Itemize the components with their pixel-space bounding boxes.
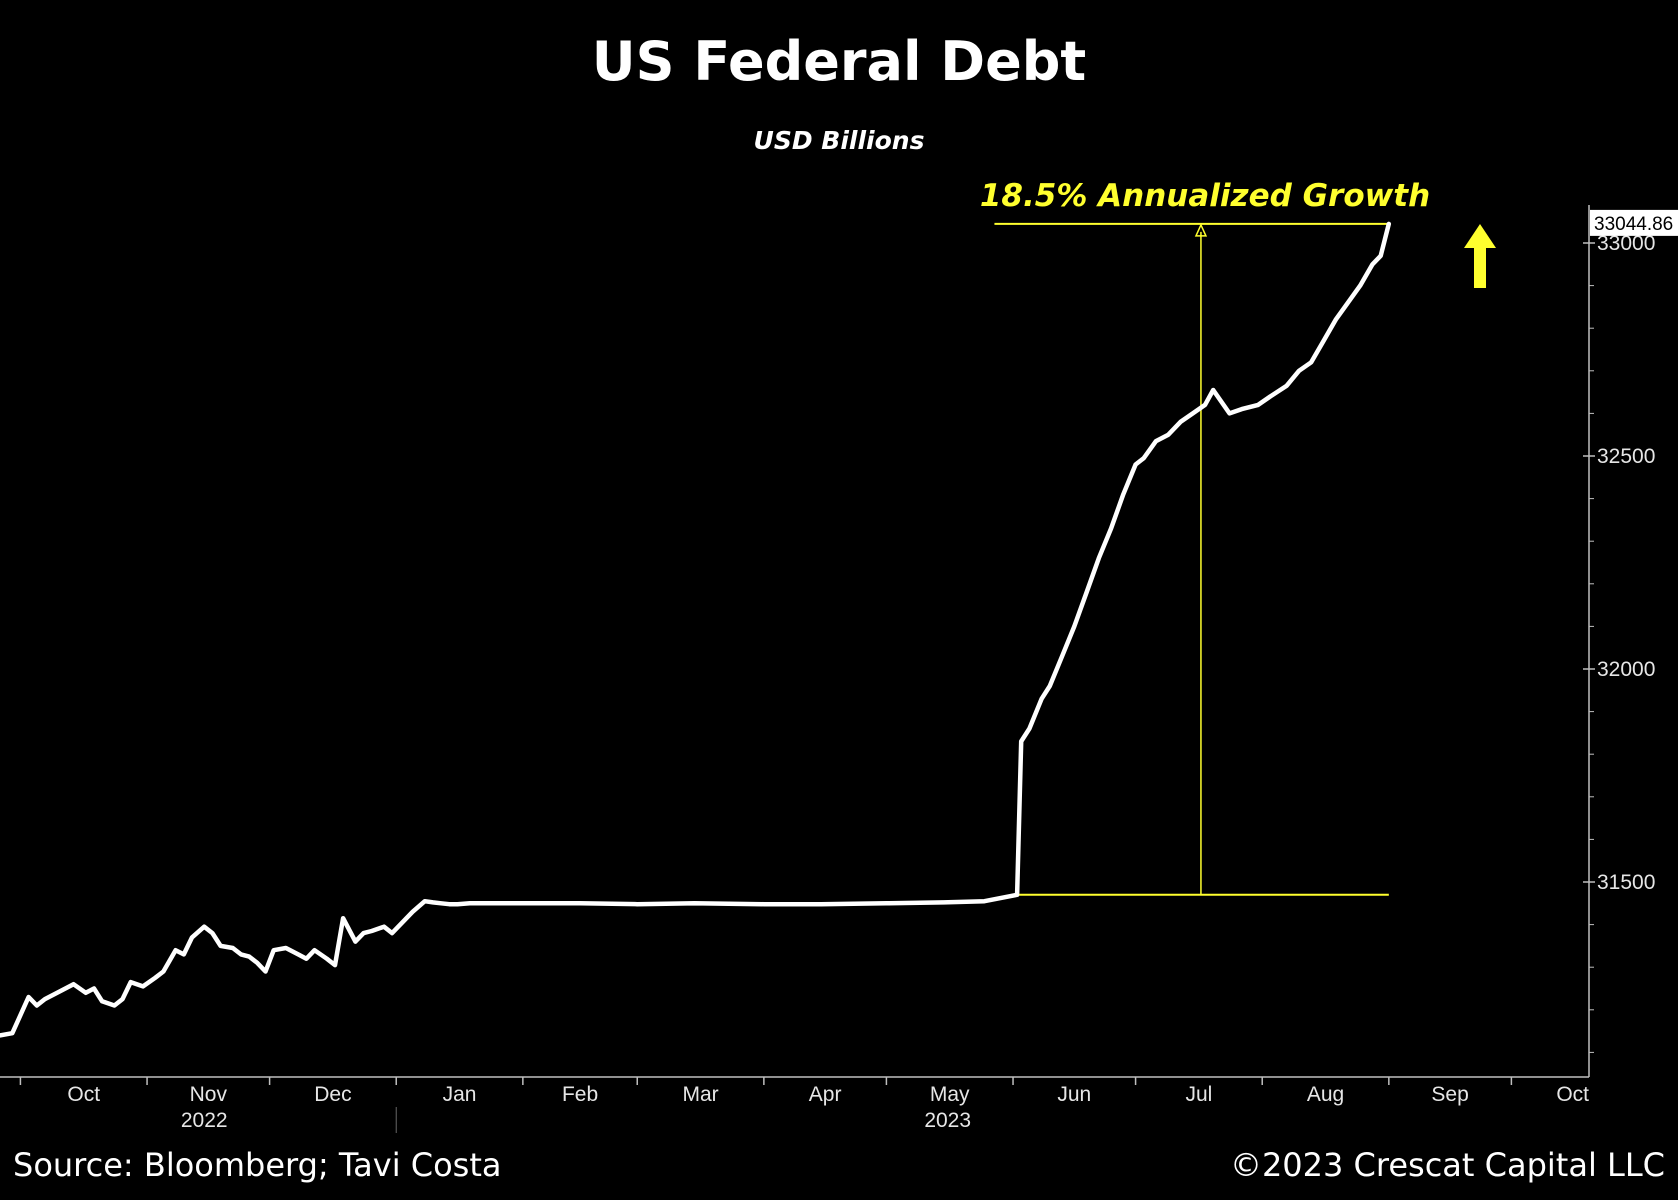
x-month-label-7: May — [930, 1083, 970, 1106]
up-arrow-icon — [1464, 224, 1496, 288]
x-month-label-1: Nov — [190, 1083, 228, 1106]
x-month-label-6: Apr — [809, 1083, 842, 1106]
label-layer: 33044.86 — [1590, 209, 1678, 236]
y-tick-label-32500: 32500 — [1597, 445, 1655, 468]
x-month-label-3: Jan — [443, 1083, 477, 1106]
growth-annotation: 18.5% Annualized Growth — [979, 178, 1431, 214]
x-month-label-11: Sep — [1431, 1083, 1468, 1106]
y-tick-label-32000: 32000 — [1597, 658, 1655, 681]
last-value-label: 33044.86 — [1594, 214, 1673, 235]
x-month-label-10: Aug — [1307, 1083, 1344, 1106]
series-layer — [0, 221, 1392, 1038]
year-label-2022: 2022 — [181, 1109, 228, 1132]
year-label-2023: 2023 — [924, 1109, 971, 1132]
copyright-text: ©2023 Crescat Capital LLC — [1229, 1146, 1665, 1184]
x-month-label-4: Feb — [562, 1083, 598, 1106]
x-month-label-9: Jul — [1185, 1083, 1212, 1106]
x-month-label-2: Dec — [314, 1083, 351, 1106]
last-value-box — [1590, 209, 1678, 236]
x-month-label-12: Oct — [1556, 1083, 1589, 1106]
annotation-arrowhead — [1194, 223, 1208, 237]
chart-subtitle: USD Billions — [753, 126, 925, 155]
chart-title: US Federal Debt — [591, 30, 1087, 93]
annotation-layer — [994, 222, 1496, 896]
source-text: Source: Bloomberg; Tavi Costa — [13, 1146, 502, 1184]
axis-layer: 33000 32500 32000 31500 Oct Nov Dec Jan Feb Mar Ap… — [0, 205, 1655, 1133]
x-month-label-8: Jun — [1057, 1083, 1091, 1106]
x-month-label-0: Oct — [67, 1083, 100, 1106]
x-month-label-5: Mar — [682, 1083, 718, 1106]
series-line-us-federal-debt — [0, 221, 1392, 1038]
y-tick-label-31500: 31500 — [1597, 871, 1655, 894]
y-tick-label-33000: 33000 — [1597, 232, 1655, 255]
